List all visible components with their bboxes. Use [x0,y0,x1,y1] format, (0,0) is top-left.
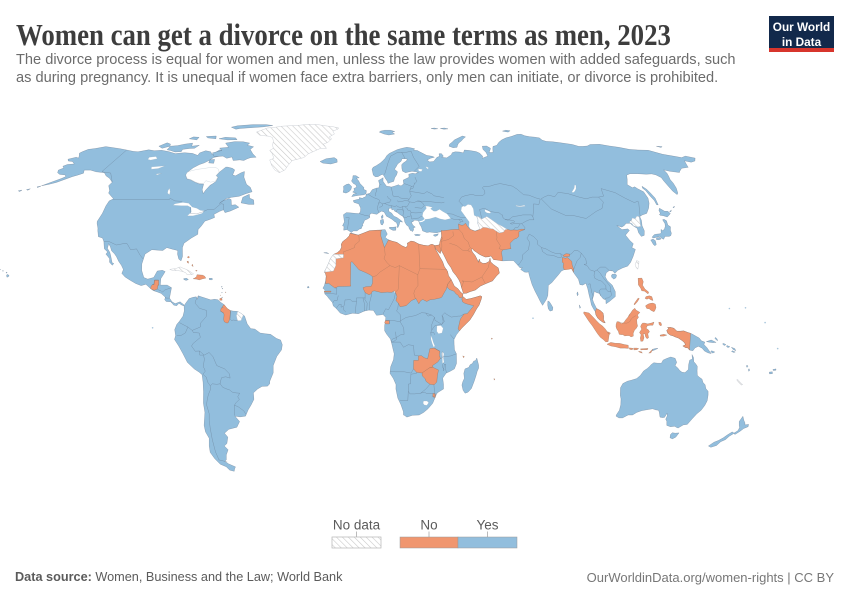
svg-text:No data: No data [333,517,381,532]
svg-text:No: No [420,517,437,532]
svg-text:Yes: Yes [476,517,498,532]
